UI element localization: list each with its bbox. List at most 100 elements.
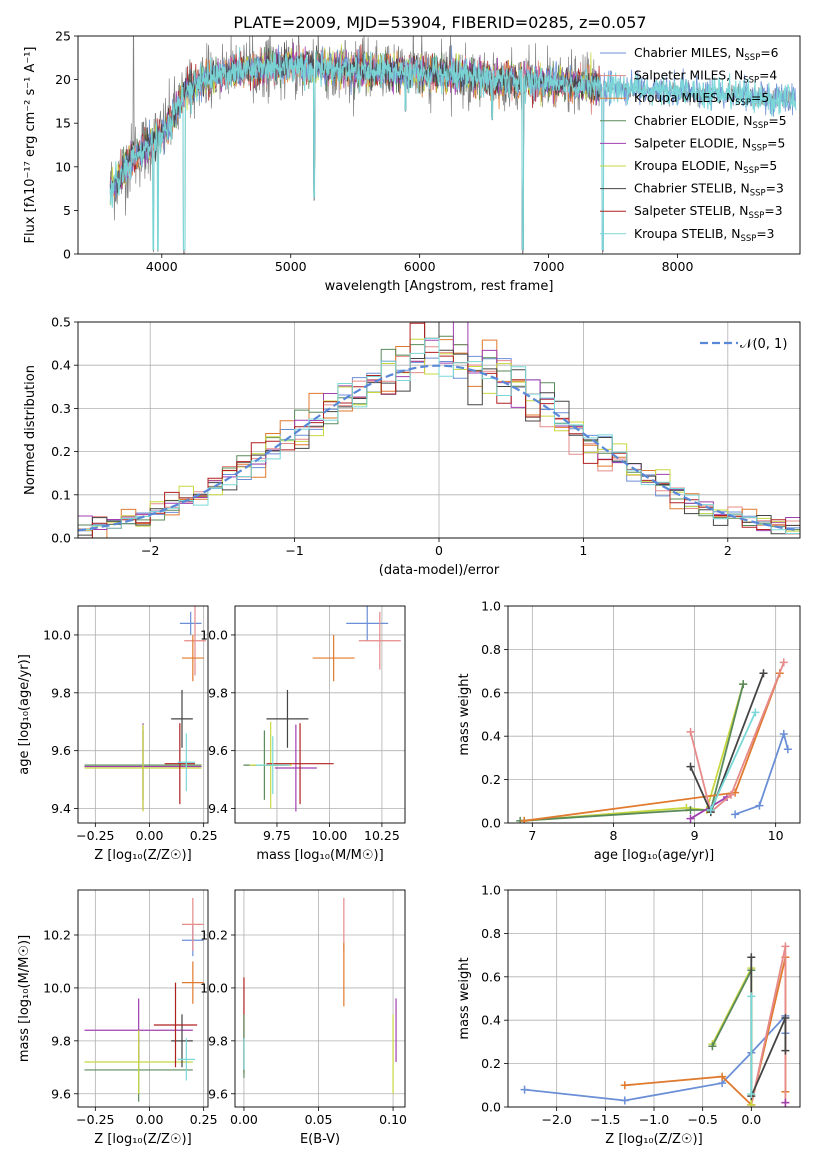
- x-tick-label: 7: [528, 828, 536, 843]
- x-tick-label: −0.5: [687, 1112, 717, 1127]
- age-vs-metallicity-panel: −0.25 0.00 0.25 9.4 9.6 9.8 10.0 Z [log₁₀(Z/Z☉)…: [17, 605, 218, 863]
- y-tick-label: 0.3: [51, 401, 71, 416]
- legend-label: 𝒩(0, 1): [740, 337, 787, 352]
- plot-area: [243, 897, 397, 1094]
- plot-area: [84, 897, 204, 1102]
- y-tick-label: 10.0: [43, 627, 71, 642]
- legend-label: Salpeter ELODIE, NSSP=5: [634, 136, 785, 153]
- y-tick-label: 9.4: [51, 801, 71, 816]
- plot-area: [516, 658, 792, 823]
- series-line: [624, 957, 787, 1107]
- axes-frame: [234, 605, 406, 824]
- x-tick-label: 0.00: [136, 828, 164, 843]
- x-tick-label: 10.00: [312, 828, 348, 843]
- series-line: [520, 683, 745, 822]
- series-marker: [686, 762, 695, 771]
- y-tick-label: 0.8: [481, 642, 501, 657]
- y-tick-label: 15: [55, 116, 71, 131]
- x-axis-label: mass [log₁₀(M/M☉)]: [256, 848, 383, 863]
- y-tick-label: 9.6: [51, 1086, 71, 1101]
- spectrum-panel: 4000 5000 6000 7000 8000 0 5 10 15 20 25 wavelength…: [23, 29, 801, 294]
- series-marker: [620, 1081, 629, 1090]
- y-tick-label: 0.0: [481, 1100, 501, 1115]
- legend-label: Salpeter MILES, NSSP=4: [634, 69, 777, 86]
- x-tick-label: 10: [768, 828, 784, 843]
- x-tick-label: −1: [285, 543, 303, 558]
- y-tick-label: 0.5: [51, 315, 71, 330]
- series-marker: [706, 805, 715, 814]
- x-tick-label: 0.05: [305, 1112, 333, 1127]
- residual-histogram-panel: −2 −1 0 1 2 0.0 0.1 0.2 0.3 0.4 0.5 (data-model)/er…: [23, 315, 801, 578]
- y-tick-label: 0: [63, 247, 71, 262]
- x-tick-label: −0.25: [76, 1112, 114, 1127]
- mass-vs-extinction-panel: 0.00 0.05 0.10 9.6 9.8 10.0 10.2 E(B-V): [200, 889, 407, 1147]
- legend-label: Chabrier STELIB, NSSP=3: [634, 182, 784, 199]
- x-tick-label: 0.00: [230, 1112, 258, 1127]
- axes-frame: [77, 605, 209, 824]
- x-tick-label: 10.25: [364, 828, 400, 843]
- plot-area: [243, 606, 401, 812]
- x-tick-label: −0.25: [76, 828, 114, 843]
- series-marker: [731, 810, 740, 819]
- x-tick-label: 0.25: [190, 1112, 218, 1127]
- gaussian-curve: [78, 364, 798, 532]
- y-tick-label: 9.8: [208, 685, 228, 700]
- x-axis-label: Z [log₁₀(Z/Z☉)]: [605, 1132, 702, 1147]
- x-tick-label: 5000: [275, 259, 307, 274]
- series-marker: [747, 953, 756, 962]
- series-marker: [781, 942, 790, 951]
- series-marker: [520, 1085, 529, 1094]
- series-marker: [759, 669, 768, 678]
- model-spectrum-line: [109, 47, 797, 251]
- series-marker: [727, 790, 736, 799]
- legend-label: Chabrier MILES, NSSP=6: [634, 46, 779, 63]
- x-axis-label: age [log₁₀(age/yr)]: [594, 848, 715, 863]
- y-tick-label: 10.2: [43, 927, 71, 942]
- x-axis-label: (data-model)/error: [379, 563, 500, 578]
- series-marker: [747, 992, 756, 1001]
- series-line: [750, 946, 787, 1105]
- axes-frame: [507, 605, 801, 824]
- series-marker: [520, 816, 529, 823]
- x-tick-label: −2.0: [541, 1112, 571, 1127]
- legend: Chabrier MILES, NSSP=6 Salpeter MILES, NS…: [600, 46, 787, 244]
- x-tick-label: −2: [141, 543, 159, 558]
- x-tick-label: 1: [579, 543, 587, 558]
- y-tick-label: 1.0: [481, 883, 501, 898]
- x-tick-label: 9: [691, 828, 699, 843]
- mass-weight-vs-age-panel: 7 8 9 10 0.0 0.2 0.4 0.6 0.8 1.0 age [log₁₀(age/yr…: [457, 599, 801, 863]
- mass-weight-vs-metallicity-panel: −2.0 −1.5 −1.0 −0.5 0.0 0.0 0.2 0.4 0.6 0.8 1.0 Z […: [457, 883, 801, 1147]
- series-marker: [751, 708, 760, 717]
- x-tick-label: 0.00: [136, 1112, 164, 1127]
- legend-label: Kroupa ELODIE, NSSP=5: [634, 159, 777, 176]
- y-tick-label: 0.0: [51, 531, 71, 546]
- legend-label: Chabrier ELODIE, NSSP=5: [634, 114, 787, 131]
- y-axis-label: Flux [fλ10⁻¹⁷ erg cm⁻² s⁻¹ A⁻¹]: [23, 47, 38, 244]
- y-tick-label: 9.6: [208, 1086, 228, 1101]
- y-tick-label: 25: [55, 29, 71, 44]
- y-axis-label: mass [log₁₀(M/M☉)]: [17, 935, 32, 1062]
- y-tick-label: 10.2: [200, 927, 228, 942]
- x-tick-label: 8: [609, 828, 617, 843]
- x-axis-label: Z [log₁₀(Z/Z☉)]: [94, 848, 191, 863]
- series-marker: [739, 680, 748, 689]
- x-tick-label: −1.0: [639, 1112, 669, 1127]
- axes-frame: [77, 321, 801, 539]
- x-tick-label: 0.0: [741, 1112, 761, 1127]
- plot-area: [84, 606, 206, 812]
- age-vs-mass-panel: 9.75 10.00 10.25 9.4 9.6 9.8 10.0 mass [log₁₀(M…: [200, 605, 406, 863]
- histogram-step-line: [78, 322, 800, 536]
- axes-frame: [234, 889, 406, 1108]
- series-marker: [747, 1089, 756, 1098]
- series-marker: [779, 658, 788, 667]
- y-tick-label: 10.0: [200, 627, 228, 642]
- series-line: [524, 683, 745, 822]
- model-spectrum-line: [109, 44, 797, 251]
- y-tick-label: 1.0: [481, 599, 501, 614]
- axes-frame: [77, 889, 209, 1108]
- x-axis-label: Z [log₁₀(Z/Z☉)]: [94, 1132, 191, 1147]
- series-marker: [718, 1072, 727, 1081]
- plot-area: [109, 36, 797, 254]
- y-tick-label: 0.0: [481, 816, 501, 831]
- legend-label: Salpeter STELIB, NSSP=3: [634, 204, 783, 221]
